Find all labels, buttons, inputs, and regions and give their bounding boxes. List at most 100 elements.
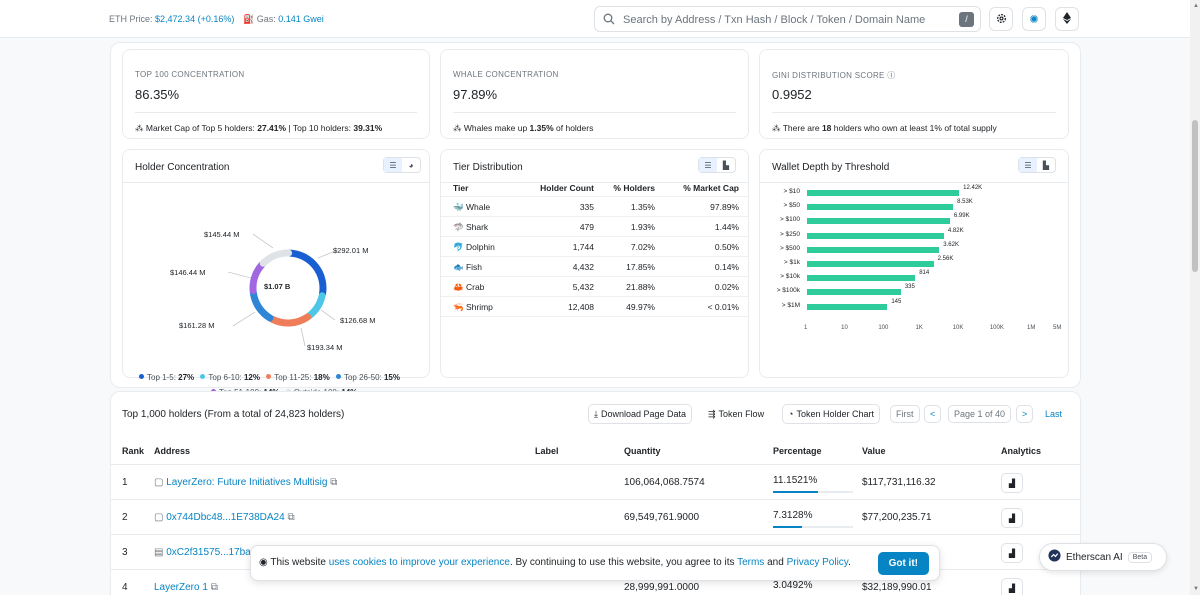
threshold-label: > $10k [780, 273, 800, 281]
depth-bar[interactable] [807, 275, 916, 282]
download-page-data-button[interactable]: ⤓ Download Page Data [588, 404, 693, 424]
cookie-policy-link[interactable]: uses cookies to improve your experience [328, 557, 510, 568]
depth-bar[interactable] [807, 190, 960, 196]
depth-bar[interactable] [807, 261, 934, 267]
info-icon[interactable]: ⓘ [887, 71, 896, 80]
legend-item[interactable]: Top 1-5: 27% [139, 373, 198, 382]
holder-count-cell: 4,432 [572, 262, 594, 272]
pagination-last[interactable]: Last [1045, 409, 1063, 419]
gas-value[interactable]: 0.141 Gwei [278, 14, 324, 24]
address-link[interactable]: 0xC2f31575...17ba [166, 547, 251, 558]
bar-chart-icon[interactable]: ▙ [722, 160, 730, 170]
copy-icon[interactable]: ⧉ [330, 477, 338, 488]
table-row: 1 ▢ LayerZero: Future Initiatives Multisi… [111, 465, 1080, 500]
contract-icon: ▢ [154, 477, 164, 488]
list-view-icon[interactable]: ☰ [1019, 158, 1037, 172]
legend-item[interactable]: Top 11-25: 18% [266, 373, 333, 382]
tier-animal-icon: 🦀 [453, 282, 464, 292]
pagination-next[interactable]: > [1016, 405, 1034, 423]
terms-link[interactable]: Terms [737, 557, 765, 568]
etherscan-ai-button[interactable]: Etherscan AI Beta [1039, 543, 1167, 571]
tier-cell: 🦐 Shrimp [453, 302, 493, 313]
depth-bar[interactable] [807, 303, 888, 310]
address-link[interactable]: LayerZero 1 [154, 582, 208, 593]
cookie-text: ◉ This website uses cookies to improve y… [259, 557, 851, 568]
col-header-percentage: Percentage [773, 446, 822, 456]
cookie-accept-button[interactable]: Got it! [877, 552, 929, 575]
bar-chart-icon: ▟ [1008, 513, 1016, 523]
theme-toggle-button[interactable]: ✺ [1022, 7, 1046, 31]
pct-holders-cell: 1.35% [630, 202, 655, 212]
analytics-button[interactable]: ▟ [1001, 543, 1023, 563]
eth-price-label: ETH Price: [109, 14, 153, 24]
depth-value: 335 [904, 284, 915, 291]
network-button[interactable] [1055, 7, 1079, 31]
col-header-address: Address [154, 446, 191, 456]
token-flow-button[interactable]: ⇶ Token Flow [708, 404, 764, 424]
tier-animal-icon: 🐬 [453, 242, 464, 252]
legend-item[interactable]: Top 26-50: 15% [335, 373, 404, 382]
donut-slice[interactable] [249, 261, 266, 295]
settings-button[interactable] [989, 7, 1013, 31]
col-header-pct-holders: % Holders [613, 183, 655, 193]
depth-value: 6.99K [953, 213, 970, 220]
legend-pct: 27% [178, 373, 195, 382]
list-view-icon[interactable]: ☰ [384, 158, 402, 172]
col-header-label: Label [535, 446, 559, 456]
pagination-page-indicator: Page 1 of 40 [948, 405, 1012, 423]
depth-value: 3.62K [943, 241, 959, 248]
donut-slice[interactable] [259, 249, 293, 267]
analytics-panel: TOP 100 CONCENTRATION 86.35% ⁂ Market Ca… [110, 42, 1081, 397]
col-header-tier: Tier [453, 183, 469, 193]
value-cell: $117,731,116.32 [862, 477, 936, 488]
address-link[interactable]: LayerZero: Future Initiatives Multisig [166, 477, 328, 488]
search-input[interactable]: Search by Address / Txn Hash / Block / T… [594, 6, 981, 32]
bar-chart-icon[interactable]: ▙ [1042, 160, 1050, 170]
donut-slice[interactable] [249, 289, 274, 322]
legend-pct: 15% [383, 373, 400, 382]
pagination-first[interactable]: First [890, 405, 920, 423]
donut-slice[interactable] [286, 249, 327, 298]
pagination-prev[interactable]: < [924, 405, 942, 423]
note-bold: 27.41% [257, 123, 287, 133]
stat-label: WHALE CONCENTRATION [453, 70, 559, 79]
analytics-button[interactable]: ▟ [1001, 578, 1023, 595]
address-link[interactable]: 0x744Dbc48...1E738DA24 [166, 512, 285, 523]
scroll-down-arrow-icon[interactable]: ▼ [1193, 586, 1199, 592]
view-toggle[interactable]: ☰ ▙ [698, 157, 736, 173]
view-toggle[interactable]: ☰ ▙ [1018, 157, 1056, 173]
analytics-button[interactable]: ▟ [1001, 473, 1023, 493]
x-axis-tick: 1K [915, 325, 923, 331]
scroll-up-arrow-icon[interactable]: ▲ [1193, 3, 1199, 9]
privacy-policy-link[interactable]: Privacy Policy [786, 557, 849, 568]
stat-value: 86.35% [135, 87, 180, 102]
stat-note: ⁂ Market Cap of Top 5 holders: 27.41% | … [135, 123, 382, 134]
token-holder-chart-button[interactable]: ◔ Token Holder Chart [782, 404, 880, 424]
list-view-icon[interactable]: ☰ [699, 158, 717, 172]
depth-bar[interactable] [807, 232, 944, 239]
tier-name: Shark [465, 222, 489, 232]
depth-bar[interactable] [807, 218, 950, 225]
ethereum-icon [1063, 12, 1071, 26]
view-toggle[interactable]: ☰ ◕ [383, 157, 421, 173]
donut-slice[interactable] [305, 292, 326, 320]
stat-note: ⁂ There are 18 holders who own at least … [772, 123, 997, 134]
cookie-banner: ◉ This website uses cookies to improve y… [250, 545, 940, 581]
copy-icon[interactable]: ⧉ [287, 512, 295, 523]
stat-label-text: GINI DISTRIBUTION SCORE [772, 71, 885, 80]
depth-bar[interactable] [807, 204, 954, 211]
chart-view-icon[interactable]: ◕ [408, 160, 414, 170]
legend-item[interactable]: Top 6-10: 12% [200, 373, 264, 382]
scrollbar-thumb[interactable] [1192, 120, 1198, 272]
donut-slice[interactable] [268, 313, 312, 327]
page-scrollbar[interactable]: ▲ ▼ [1190, 0, 1200, 595]
legend-name: Top 11-25 [274, 373, 310, 382]
depth-bar[interactable] [807, 289, 901, 296]
depth-bar[interactable] [807, 246, 940, 253]
copy-icon[interactable]: ⧉ [210, 582, 218, 593]
tier-name: Shrimp [465, 302, 493, 312]
analytics-button[interactable]: ▟ [1001, 508, 1023, 528]
eth-price-value[interactable]: $2,472.34 (+0.16%) [155, 14, 235, 24]
gas-label: Gas: [256, 14, 276, 24]
pct-holders-cell: 21.88% [626, 282, 655, 292]
